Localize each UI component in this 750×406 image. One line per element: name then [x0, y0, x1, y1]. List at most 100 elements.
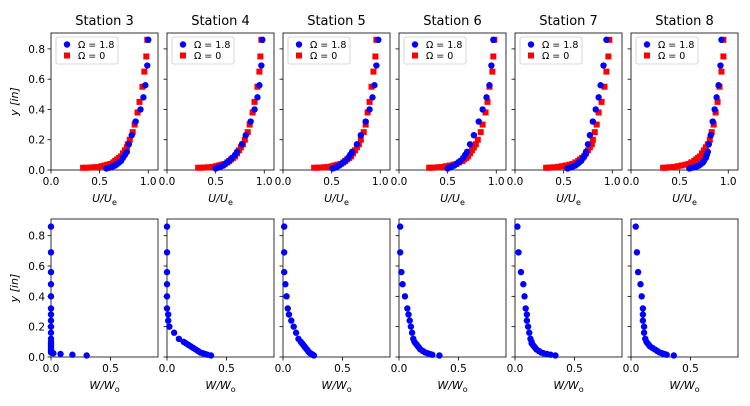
data-point-omega-1-8	[597, 82, 604, 89]
legend: Ω = 1.8Ω = 0	[171, 36, 235, 65]
data-point-omega-1-8	[717, 62, 724, 69]
data-point-omega-0	[678, 162, 685, 169]
x-axis-label: U/Ue	[324, 192, 349, 207]
data-point-omega-0	[134, 109, 141, 116]
data-point-w	[163, 293, 171, 300]
data-point-w	[163, 268, 171, 276]
x-axis-label-subscript: o	[579, 385, 584, 394]
x-axis-label: U/Ue	[556, 192, 581, 207]
data-point-omega-0	[479, 121, 486, 128]
x-axis-label-subscript: o	[347, 385, 352, 394]
data-point-omega-0	[543, 164, 550, 171]
legend-box	[55, 36, 119, 65]
legend-marker-omega-1-8	[63, 41, 71, 48]
data-point-omega-0	[426, 164, 433, 171]
legend-marker-omega-0	[412, 52, 418, 59]
data-point-omega-0	[143, 53, 150, 60]
y-axis-label: y [in]	[8, 274, 21, 304]
data-point-w	[47, 249, 55, 256]
data-point-w	[282, 281, 289, 288]
legend-marker-omega-1-8	[643, 41, 651, 48]
x-axis-label: W/Wo	[89, 379, 119, 394]
data-point-w	[292, 329, 300, 336]
x-tick-label: 1.0	[488, 176, 505, 188]
data-point-w	[280, 249, 288, 256]
x-tick-label: 0.0	[391, 176, 408, 188]
x-axis-label: U/Ue	[92, 192, 117, 207]
data-point-w	[170, 329, 178, 336]
data-point-w	[670, 352, 677, 359]
data-point-omega-1-8	[373, 62, 380, 69]
legend-label-omega-1-8: Ω = 1.8	[658, 40, 694, 51]
data-point-omega-1-8	[475, 118, 482, 125]
x-axis-label-subscript: o	[231, 385, 236, 394]
data-point-w	[166, 323, 173, 330]
data-point-w	[47, 281, 55, 288]
legend-marker-omega-0	[180, 52, 186, 59]
data-point-omega-0	[720, 53, 727, 60]
data-point-w	[163, 281, 171, 288]
x-tick-label: 0.5	[323, 176, 340, 188]
plot-area	[166, 218, 275, 358]
x-tick-label: 0.5	[439, 176, 456, 188]
y-tick-label: 0.6	[28, 74, 45, 86]
x-axis-label-subscript: e	[344, 198, 349, 207]
data-point-omega-1-8	[366, 106, 373, 113]
data-point-omega-1-8	[586, 131, 594, 139]
data-point-omega-1-8	[718, 36, 725, 44]
data-point-w	[163, 305, 171, 312]
x-tick-label: 1.0	[372, 176, 389, 188]
data-point-omega-0	[366, 98, 373, 105]
data-point-omega-0	[139, 83, 146, 90]
data-point-omega-0	[370, 68, 377, 75]
x-tick-label: 1.0	[604, 176, 621, 188]
data-point-omega-1-8	[713, 94, 720, 101]
data-point-w	[288, 317, 295, 324]
x-axis-label-subscript: e	[576, 198, 581, 207]
x-tick-label: 1.0	[140, 176, 157, 188]
data-point-omega-0	[126, 136, 133, 143]
data-point-omega-0	[591, 129, 598, 136]
x-tick-label: 0.5	[555, 176, 572, 188]
data-point-omega-0	[670, 163, 677, 170]
data-point-omega-1-8	[357, 131, 365, 139]
data-point-omega-0	[249, 109, 256, 116]
data-point-omega-0	[468, 147, 475, 154]
data-point-w	[639, 317, 647, 324]
data-point-omega-0	[324, 163, 331, 170]
legend-label-omega-1-8: Ω = 1.8	[78, 40, 114, 51]
data-point-omega-0	[351, 147, 358, 154]
data-point-w	[164, 317, 172, 324]
data-point-omega-0	[467, 150, 474, 157]
subplot-title: Station 3	[75, 14, 134, 29]
data-point-omega-1-8	[375, 36, 382, 44]
data-point-omega-1-8	[490, 36, 497, 44]
data-point-omega-0	[195, 164, 202, 171]
data-point-omega-0	[372, 53, 379, 60]
x-axis-label: U/Ue	[208, 192, 233, 207]
data-point-omega-1-8	[144, 62, 151, 69]
legend-label-omega-1-8: Ω = 1.8	[310, 40, 346, 51]
data-point-omega-1-8	[142, 82, 149, 89]
data-point-w	[514, 223, 521, 230]
legend-box	[635, 36, 699, 65]
data-point-omega-0	[700, 147, 707, 154]
data-point-w	[396, 223, 404, 230]
legend-label-omega-1-8: Ω = 1.8	[542, 40, 578, 51]
data-point-omega-1-8	[329, 165, 336, 172]
x-tick-label: 0.5	[334, 363, 351, 375]
data-point-w	[280, 268, 288, 276]
x-tick-label: 0.0	[159, 176, 176, 188]
data-point-omega-1-8	[212, 165, 219, 172]
plot-area	[630, 218, 739, 358]
y-tick-label: 0.2	[28, 135, 45, 147]
data-point-omega-0	[241, 136, 248, 143]
x-tick-label: 0.5	[218, 363, 235, 375]
y-axis-label: y [in]	[8, 87, 21, 117]
data-point-omega-0	[136, 98, 143, 105]
data-point-w	[520, 281, 527, 288]
x-tick-label: 0.0	[43, 363, 60, 375]
legend-marker-omega-0	[528, 52, 534, 59]
legend-label-omega-0: Ω = 0	[426, 51, 453, 62]
